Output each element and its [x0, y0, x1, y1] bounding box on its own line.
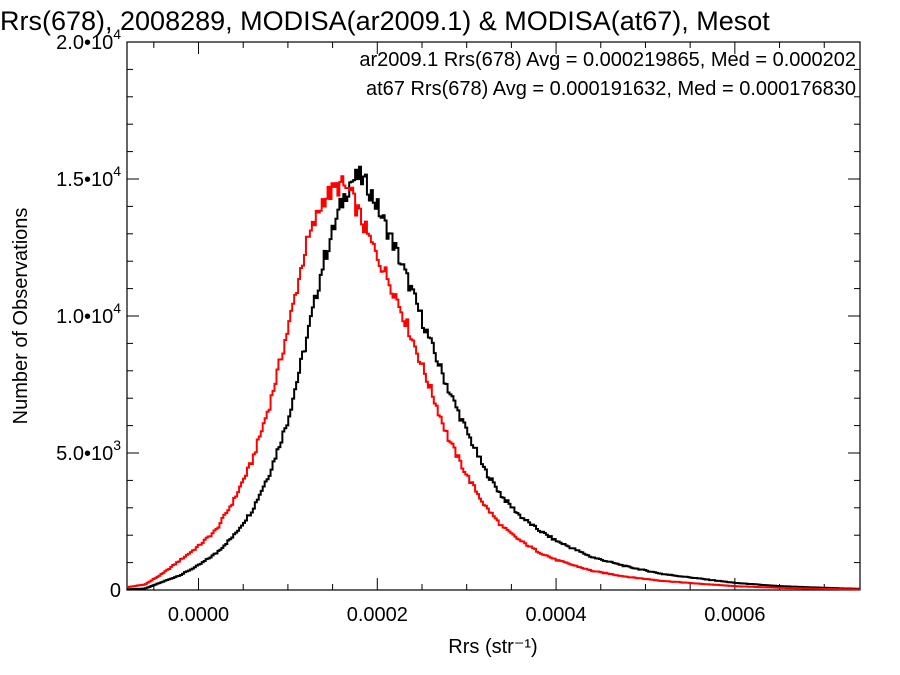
y-tick-label: 0 — [110, 580, 121, 602]
series-line-0 — [127, 165, 860, 591]
plot-frame — [126, 41, 861, 591]
legend-entry-at67: at67 Rrs(678) Avg = 0.000191632, Med = 0… — [366, 78, 856, 100]
y-axis: 0 5.0•103 1.0•104 1.5•104 2.0•104 — [56, 26, 860, 602]
y-tick-label: 5.0•103 — [56, 437, 121, 465]
x-axis-label: Rrs (str⁻¹) — [448, 636, 537, 658]
series-line-1 — [127, 175, 860, 591]
y-tick-label: 2.0•104 — [56, 26, 121, 54]
x-tick-label: 0.0002 — [347, 604, 408, 626]
y-axis-label: Number of Observations — [10, 208, 32, 425]
x-tick-label: 0.0006 — [704, 604, 765, 626]
y-tick-label: 1.0•104 — [56, 300, 121, 328]
chart-title: Rrs(678), 2008289, MODISA(ar2009.1) & MO… — [0, 6, 770, 36]
x-axis: 0.0000 0.0002 0.0004 0.0006 — [153, 42, 825, 626]
y-tick-label: 1.5•104 — [56, 163, 121, 191]
series-layer — [127, 165, 860, 591]
x-tick-label: 0.0000 — [168, 604, 229, 626]
x-tick-label: 0.0004 — [525, 604, 586, 626]
legend-entry-ar2009: ar2009.1 Rrs(678) Avg = 0.000219865, Med… — [359, 49, 856, 71]
